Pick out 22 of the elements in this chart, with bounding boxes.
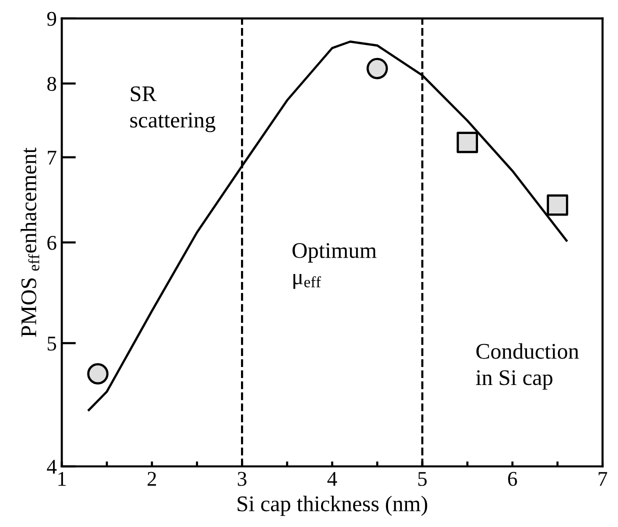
point xyxy=(546,194,568,216)
x-tick-label: 4 xyxy=(327,472,338,486)
x-tick-label: 6 xyxy=(508,472,518,486)
x-axis-title: Si cap thickness (nm) xyxy=(238,496,428,516)
x-tick-label: 5 xyxy=(418,472,427,486)
y-tick-label: 6 xyxy=(47,236,56,250)
y-tick-label: 7 xyxy=(48,150,56,164)
point xyxy=(87,363,109,384)
x-tick-label: 2 xyxy=(148,472,156,486)
x-tick-label: 3 xyxy=(238,472,246,486)
point xyxy=(456,132,478,154)
x-tick-label: 7 xyxy=(598,472,608,486)
y-tick-label: 4 xyxy=(46,460,57,474)
annotation: Conduction in Si cap xyxy=(476,343,579,390)
y-tick-label: 9 xyxy=(47,12,56,26)
point xyxy=(366,58,388,80)
y-tick-label: 5 xyxy=(48,336,56,351)
x-tick-label: 1 xyxy=(58,472,66,486)
annotation: SR scattering xyxy=(130,86,216,132)
y-axis-title: PMOS $_{eff}$enhacement xyxy=(20,148,40,337)
y-tick-label: 8 xyxy=(47,76,56,91)
annotation: Optimum μ$_{eff}$ xyxy=(292,243,376,289)
